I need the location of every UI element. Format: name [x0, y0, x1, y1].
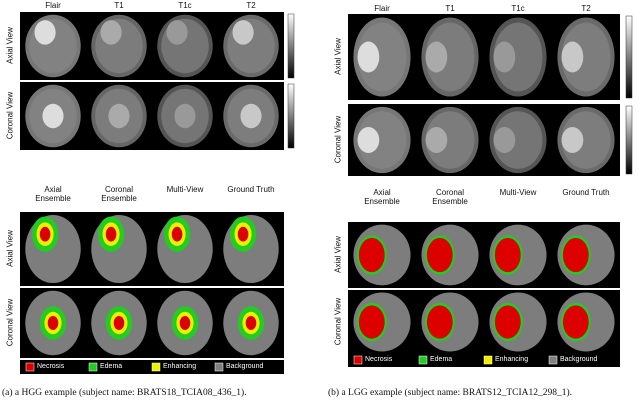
row-label: Coronal View	[5, 298, 15, 347]
lesion	[357, 41, 380, 73]
row-label: Axial View	[333, 236, 343, 273]
necrosis	[494, 305, 521, 339]
necrosis	[39, 226, 51, 242]
column-label: T2	[581, 4, 591, 13]
brain-tissue	[425, 22, 475, 92]
lesion	[42, 103, 64, 129]
lesion	[166, 20, 188, 45]
necrosis	[237, 226, 249, 242]
row-label: Axial View	[333, 38, 343, 75]
column-label: Multi-View	[499, 188, 537, 197]
necrosis	[426, 305, 453, 339]
lesion	[561, 127, 584, 153]
lesion	[493, 127, 516, 153]
column-label: Multi-View	[166, 185, 204, 194]
necrosis	[179, 316, 191, 330]
brain-tissue	[357, 22, 407, 92]
lesion	[240, 103, 262, 129]
legend-swatch	[483, 355, 493, 365]
row-label: Coronal View	[333, 115, 343, 164]
caption: (b) a LGG example (subject name: BRATS12…	[328, 388, 573, 398]
legend-swatch	[214, 362, 224, 372]
necrosis	[494, 237, 521, 273]
column-label: Coronal Ensemble	[101, 185, 137, 203]
legend-swatch	[25, 362, 35, 372]
column-label: T1	[445, 4, 455, 13]
legend-label: Edema	[430, 356, 453, 363]
necrosis	[426, 237, 453, 273]
lesion	[425, 127, 448, 153]
column-label: Axial Ensemble	[364, 188, 400, 206]
necrosis	[113, 316, 125, 330]
brain-tissue	[493, 22, 543, 92]
column-label: T1c	[178, 1, 192, 10]
column-label: Axial Ensemble	[35, 185, 71, 203]
brain-tissue	[357, 111, 407, 169]
column-label: T1	[114, 1, 124, 10]
column-label: Coronal Ensemble	[432, 188, 468, 206]
colorbar	[625, 105, 633, 175]
lesion	[425, 41, 448, 73]
column-label: Flair	[45, 1, 61, 10]
necrosis	[47, 316, 59, 330]
necrosis	[562, 237, 589, 273]
brain-tissue	[561, 22, 611, 92]
row-label: Axial View	[5, 27, 15, 64]
brain-tissue	[493, 111, 543, 169]
colorbar	[287, 83, 295, 149]
legend-label: Enhancing	[495, 356, 529, 363]
necrosis	[171, 226, 183, 242]
lesion	[108, 103, 130, 129]
necrosis	[562, 305, 589, 339]
column-label: Flair	[374, 4, 390, 13]
legend-label: Background	[560, 356, 598, 363]
legend-label: Edema	[100, 363, 123, 370]
row-label: Coronal View	[333, 297, 343, 346]
caption: (a) a HGG example (subject name: BRATS18…	[2, 388, 247, 398]
necrosis	[358, 237, 385, 273]
lesion	[100, 20, 122, 45]
lesion	[561, 41, 584, 73]
brain-tissue	[425, 111, 475, 169]
legend-label: Necrosis	[365, 356, 393, 363]
row-label: Coronal View	[5, 91, 15, 140]
row-label: Axial View	[5, 230, 15, 267]
legend-label: Necrosis	[37, 363, 65, 370]
necrosis	[358, 305, 385, 339]
legend-swatch	[88, 362, 98, 372]
lesion	[232, 20, 254, 45]
column-label: Ground Truth	[227, 185, 275, 194]
colorbar	[625, 15, 633, 99]
legend-swatch	[418, 355, 428, 365]
legend-swatch	[151, 362, 161, 372]
legend-label: Background	[226, 363, 264, 370]
lesion	[357, 127, 380, 153]
legend-swatch	[353, 355, 363, 365]
lesion	[174, 103, 196, 129]
necrosis	[105, 226, 117, 242]
colorbar	[287, 13, 295, 79]
lesion	[34, 20, 56, 45]
column-label: Ground Truth	[562, 188, 610, 197]
brain-tissue	[561, 111, 611, 169]
column-label: T1c	[511, 4, 525, 13]
necrosis	[245, 316, 257, 330]
lesion	[493, 41, 516, 73]
column-label: T2	[246, 1, 256, 10]
legend-swatch	[548, 355, 558, 365]
legend-label: Enhancing	[163, 363, 197, 370]
